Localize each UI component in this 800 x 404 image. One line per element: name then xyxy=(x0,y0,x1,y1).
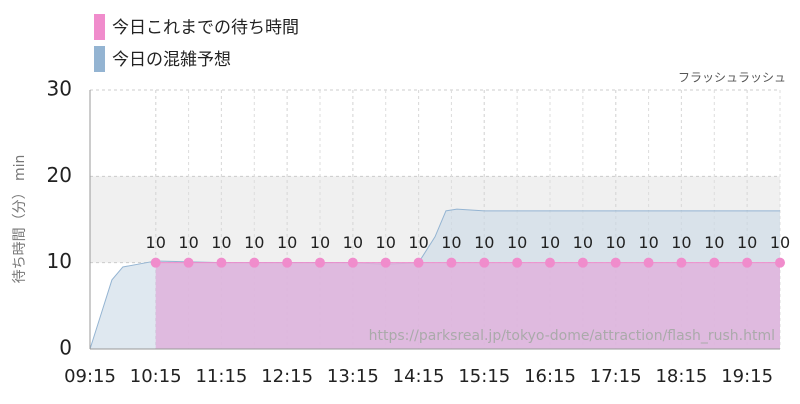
data-point xyxy=(446,257,457,268)
data-label: 10 xyxy=(573,233,593,252)
data-label: 10 xyxy=(638,233,658,252)
x-tick-label: 10:15 xyxy=(130,366,182,387)
data-point xyxy=(775,257,785,268)
y-tick-label: 30 xyxy=(47,77,72,101)
data-label: 10 xyxy=(178,233,198,252)
data-label: 10 xyxy=(343,233,363,252)
data-point xyxy=(577,257,588,268)
data-point xyxy=(150,257,161,268)
data-label: 10 xyxy=(441,233,461,252)
x-tick-label: 17:15 xyxy=(590,366,642,387)
y-tick-label: 10 xyxy=(47,249,72,273)
data-label: 10 xyxy=(606,233,626,252)
watermark: https://parksreal.jp/tokyo-dome/attracti… xyxy=(369,328,775,344)
data-label: 10 xyxy=(770,233,790,252)
data-point xyxy=(742,257,753,268)
data-point xyxy=(610,257,621,268)
chart-subtitle: フラッシュラッシュ xyxy=(678,71,786,85)
data-label: 10 xyxy=(671,233,691,252)
data-point xyxy=(249,257,260,268)
y-axis-label: 待ち時間（分） min xyxy=(12,155,28,284)
data-point xyxy=(315,257,325,268)
data-label: 10 xyxy=(310,233,330,252)
data-point xyxy=(545,257,555,268)
x-tick-label: 09:15 xyxy=(64,366,116,387)
x-tick-label: 13:15 xyxy=(327,366,379,387)
data-label: 10 xyxy=(277,233,297,252)
x-tick-label: 16:15 xyxy=(524,366,576,387)
data-point xyxy=(413,257,424,268)
data-point xyxy=(676,257,687,268)
legend-swatch xyxy=(94,46,105,72)
data-point xyxy=(347,257,358,268)
x-tick-label: 19:15 xyxy=(721,366,773,387)
legend-swatch xyxy=(94,14,105,40)
data-label: 10 xyxy=(146,233,166,252)
data-label: 10 xyxy=(474,233,494,252)
x-tick-label: 14:15 xyxy=(393,366,445,387)
data-point xyxy=(216,257,227,268)
data-label: 10 xyxy=(704,233,724,252)
data-point xyxy=(709,257,720,268)
area-fill xyxy=(155,262,780,349)
y-tick-label: 20 xyxy=(47,163,72,187)
legend-label: 今日これまでの待ち時間 xyxy=(112,18,299,38)
data-point xyxy=(479,257,490,268)
y-tick-label: 0 xyxy=(59,336,72,360)
data-point xyxy=(380,257,391,268)
legend-label: 今日の混雑予想 xyxy=(112,50,231,70)
data-label: 10 xyxy=(540,233,560,252)
data-label: 10 xyxy=(244,233,264,252)
data-label: 10 xyxy=(376,233,396,252)
data-point xyxy=(183,257,194,268)
data-label: 10 xyxy=(408,233,428,252)
data-point xyxy=(512,257,523,268)
x-tick-label: 18:15 xyxy=(655,366,707,387)
data-point xyxy=(282,257,293,268)
data-label: 10 xyxy=(507,233,527,252)
data-label: 10 xyxy=(737,233,757,252)
x-tick-label: 15:15 xyxy=(458,366,510,387)
x-tick-label: 11:15 xyxy=(195,366,247,387)
x-tick-label: 12:15 xyxy=(261,366,313,387)
data-point xyxy=(643,257,654,268)
data-label: 10 xyxy=(211,233,231,252)
